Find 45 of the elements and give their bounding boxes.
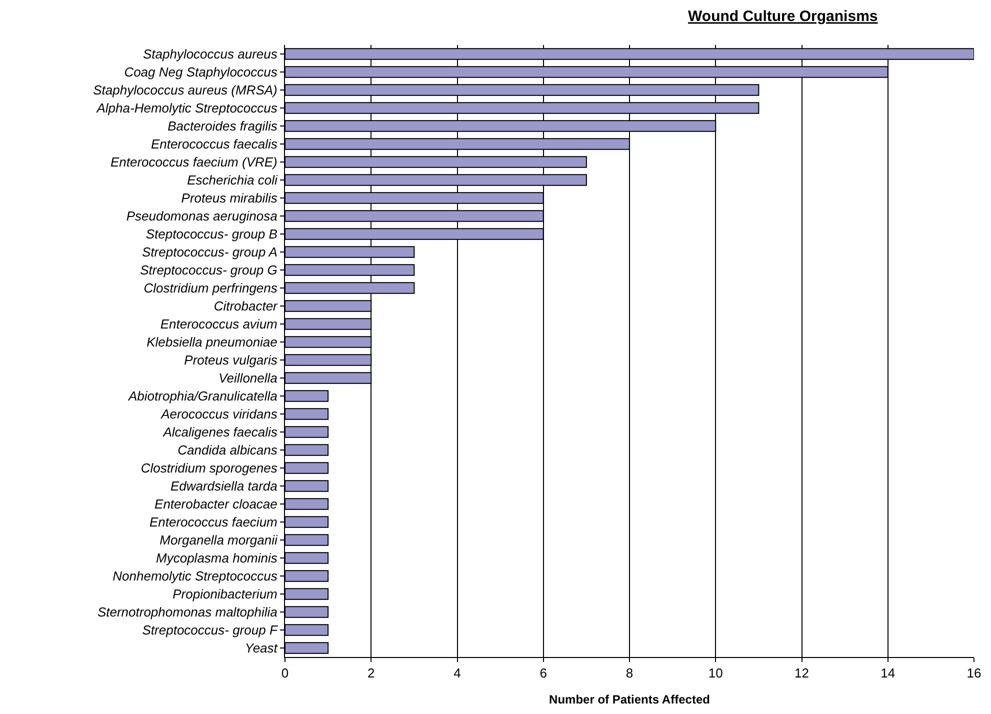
y-tick-label: Propionibacterium bbox=[172, 586, 278, 602]
y-tick-label: Klebsiella pneumoniae bbox=[146, 334, 278, 350]
y-tick-label: Enterococcus faecium bbox=[149, 514, 278, 530]
y-tick-label: Bacteroides fragilis bbox=[168, 118, 278, 134]
y-tick-label: Candida albicans bbox=[178, 442, 278, 458]
y-tick-label: Proteus vulgaris bbox=[184, 352, 278, 368]
y-tick-label: Staphylococcus aureus bbox=[142, 46, 278, 62]
x-tick-label: 14 bbox=[880, 666, 896, 681]
y-tick-label: Clostridium sporogenes bbox=[140, 460, 278, 476]
y-tick-label: Staphylococcus aureus (MRSA) bbox=[93, 82, 278, 98]
y-tick-label: Streptococcus- group A bbox=[142, 244, 278, 260]
y-tick-label: Escherichia coli bbox=[187, 172, 278, 188]
chart-title: Wound Culture Organisms bbox=[688, 8, 878, 26]
y-tick-label: Steptococcus- group B bbox=[146, 226, 278, 242]
y-tick-label: Alcaligenes faecalis bbox=[162, 424, 278, 440]
y-tick-label: Mycoplasma hominis bbox=[156, 550, 278, 566]
y-tick-label: Edwardsiella tarda bbox=[170, 478, 278, 494]
y-tick-label: Morganella morganii bbox=[160, 532, 279, 548]
y-tick-label: Abiotrophia/Granulicatella bbox=[128, 388, 278, 404]
y-tick-label: Coag Neg Staphylococcus bbox=[124, 64, 278, 80]
y-tick-label: Enterobacter cloacae bbox=[154, 496, 278, 512]
y-tick-label: Streptococcus- group F bbox=[142, 622, 278, 638]
y-tick-label: Sternotrophomonas maltophilia bbox=[97, 604, 278, 620]
y-tick-label: Veillonella bbox=[218, 370, 278, 386]
y-tick-label: Proteus mirabilis bbox=[181, 190, 278, 206]
x-tick-label: 8 bbox=[626, 666, 634, 681]
y-tick-label: Streptococcus- group G bbox=[140, 262, 278, 278]
y-tick-label: Enterococcus faecalis bbox=[150, 136, 278, 152]
y-tick-label: Alpha-Hemolytic Streptococcus bbox=[96, 100, 278, 116]
x-tick-label: 6 bbox=[540, 666, 547, 681]
x-tick-label: 0 bbox=[281, 666, 289, 681]
y-tick-label: Aerococcus viridans bbox=[160, 406, 278, 422]
x-tick-label: 16 bbox=[966, 666, 982, 681]
x-axis-title: Number of Patients Affected bbox=[549, 692, 710, 706]
x-tick-label: 2 bbox=[368, 666, 375, 681]
y-tick-label: Yeast bbox=[244, 640, 279, 656]
x-tick-label: 10 bbox=[708, 666, 723, 681]
y-tick-label: Citrobacter bbox=[214, 298, 278, 314]
x-tick-label: 4 bbox=[454, 666, 461, 681]
y-tick-label: Enterococcus avium bbox=[160, 316, 278, 332]
x-tick-label: 12 bbox=[794, 666, 809, 681]
y-tick-label: Clostridium perfringens bbox=[144, 280, 278, 296]
y-tick-label: Nonhemolytic Streptococcus bbox=[112, 568, 278, 584]
y-tick-label: Enterococcus faecium (VRE) bbox=[110, 154, 278, 170]
y-tick-label: Pseudomonas aeruginosa bbox=[126, 208, 278, 224]
